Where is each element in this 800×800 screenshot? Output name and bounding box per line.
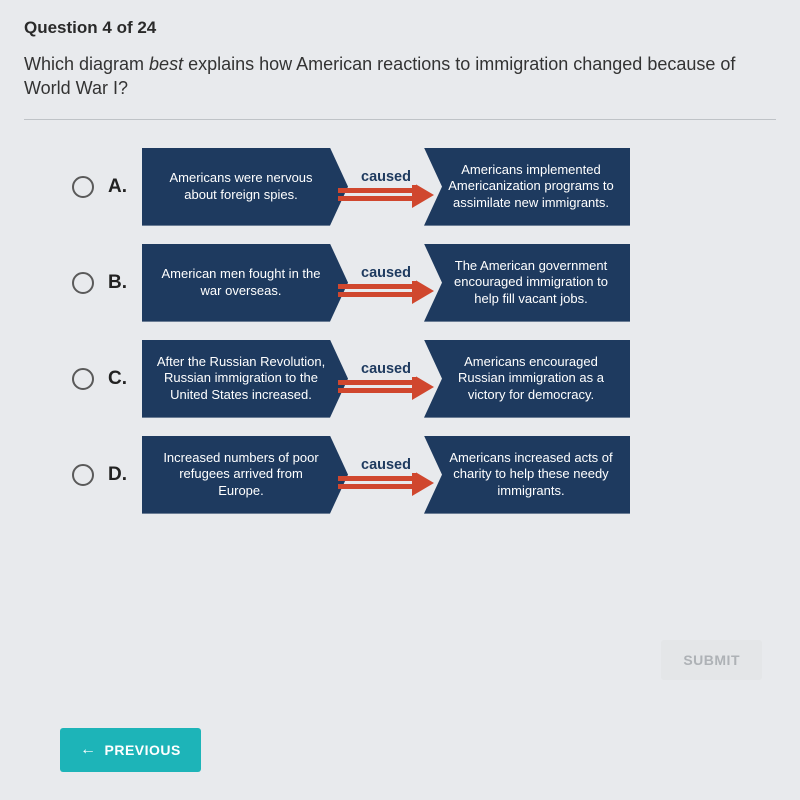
options-container: A. Americans were nervous about foreign … — [72, 148, 776, 514]
caused-arrow: caused — [338, 454, 434, 496]
cause-box: After the Russian Revolution, Russian im… — [142, 340, 348, 418]
diagram-c: After the Russian Revolution, Russian im… — [142, 340, 630, 418]
previous-label: PREVIOUS — [105, 742, 181, 758]
cause-box: Increased numbers of poor refugees arriv… — [142, 436, 348, 514]
submit-button[interactable]: SUBMIT — [661, 640, 762, 680]
radio-b[interactable] — [72, 272, 94, 294]
option-letter: C. — [108, 368, 142, 390]
caused-arrow: caused — [338, 262, 434, 304]
diagram-b: American men fought in the war overseas.… — [142, 244, 630, 322]
option-letter: B. — [108, 272, 142, 294]
diagram-d: Increased numbers of poor refugees arriv… — [142, 436, 630, 514]
option-a[interactable]: A. Americans were nervous about foreign … — [72, 148, 776, 226]
question-prompt: Which diagram best explains how American… — [24, 52, 776, 101]
option-b[interactable]: B. American men fought in the war overse… — [72, 244, 776, 322]
radio-a[interactable] — [72, 176, 94, 198]
option-letter: D. — [108, 464, 142, 486]
radio-d[interactable] — [72, 464, 94, 486]
arrow-label: caused — [356, 361, 416, 377]
option-letter: A. — [108, 176, 142, 198]
arrow-label: caused — [356, 169, 416, 185]
radio-c[interactable] — [72, 368, 94, 390]
divider — [24, 119, 776, 120]
diagram-a: Americans were nervous about foreign spi… — [142, 148, 630, 226]
previous-button[interactable]: ← PREVIOUS — [60, 728, 201, 772]
arrow-label: caused — [356, 457, 416, 473]
effect-box: Americans implemented Americanization pr… — [424, 148, 630, 226]
option-c[interactable]: C. After the Russian Revolution, Russian… — [72, 340, 776, 418]
arrow-label: caused — [356, 265, 416, 281]
effect-box: Americans encouraged Russian immigration… — [424, 340, 630, 418]
caused-arrow: caused — [338, 166, 434, 208]
cause-box: American men fought in the war overseas. — [142, 244, 348, 322]
option-d[interactable]: D. Increased numbers of poor refugees ar… — [72, 436, 776, 514]
caused-arrow: caused — [338, 358, 434, 400]
question-counter: Question 4 of 24 — [24, 18, 776, 38]
cause-box: Americans were nervous about foreign spi… — [142, 148, 348, 226]
effect-box: The American government encouraged immig… — [424, 244, 630, 322]
arrow-left-icon: ← — [80, 741, 97, 759]
effect-box: Americans increased acts of charity to h… — [424, 436, 630, 514]
